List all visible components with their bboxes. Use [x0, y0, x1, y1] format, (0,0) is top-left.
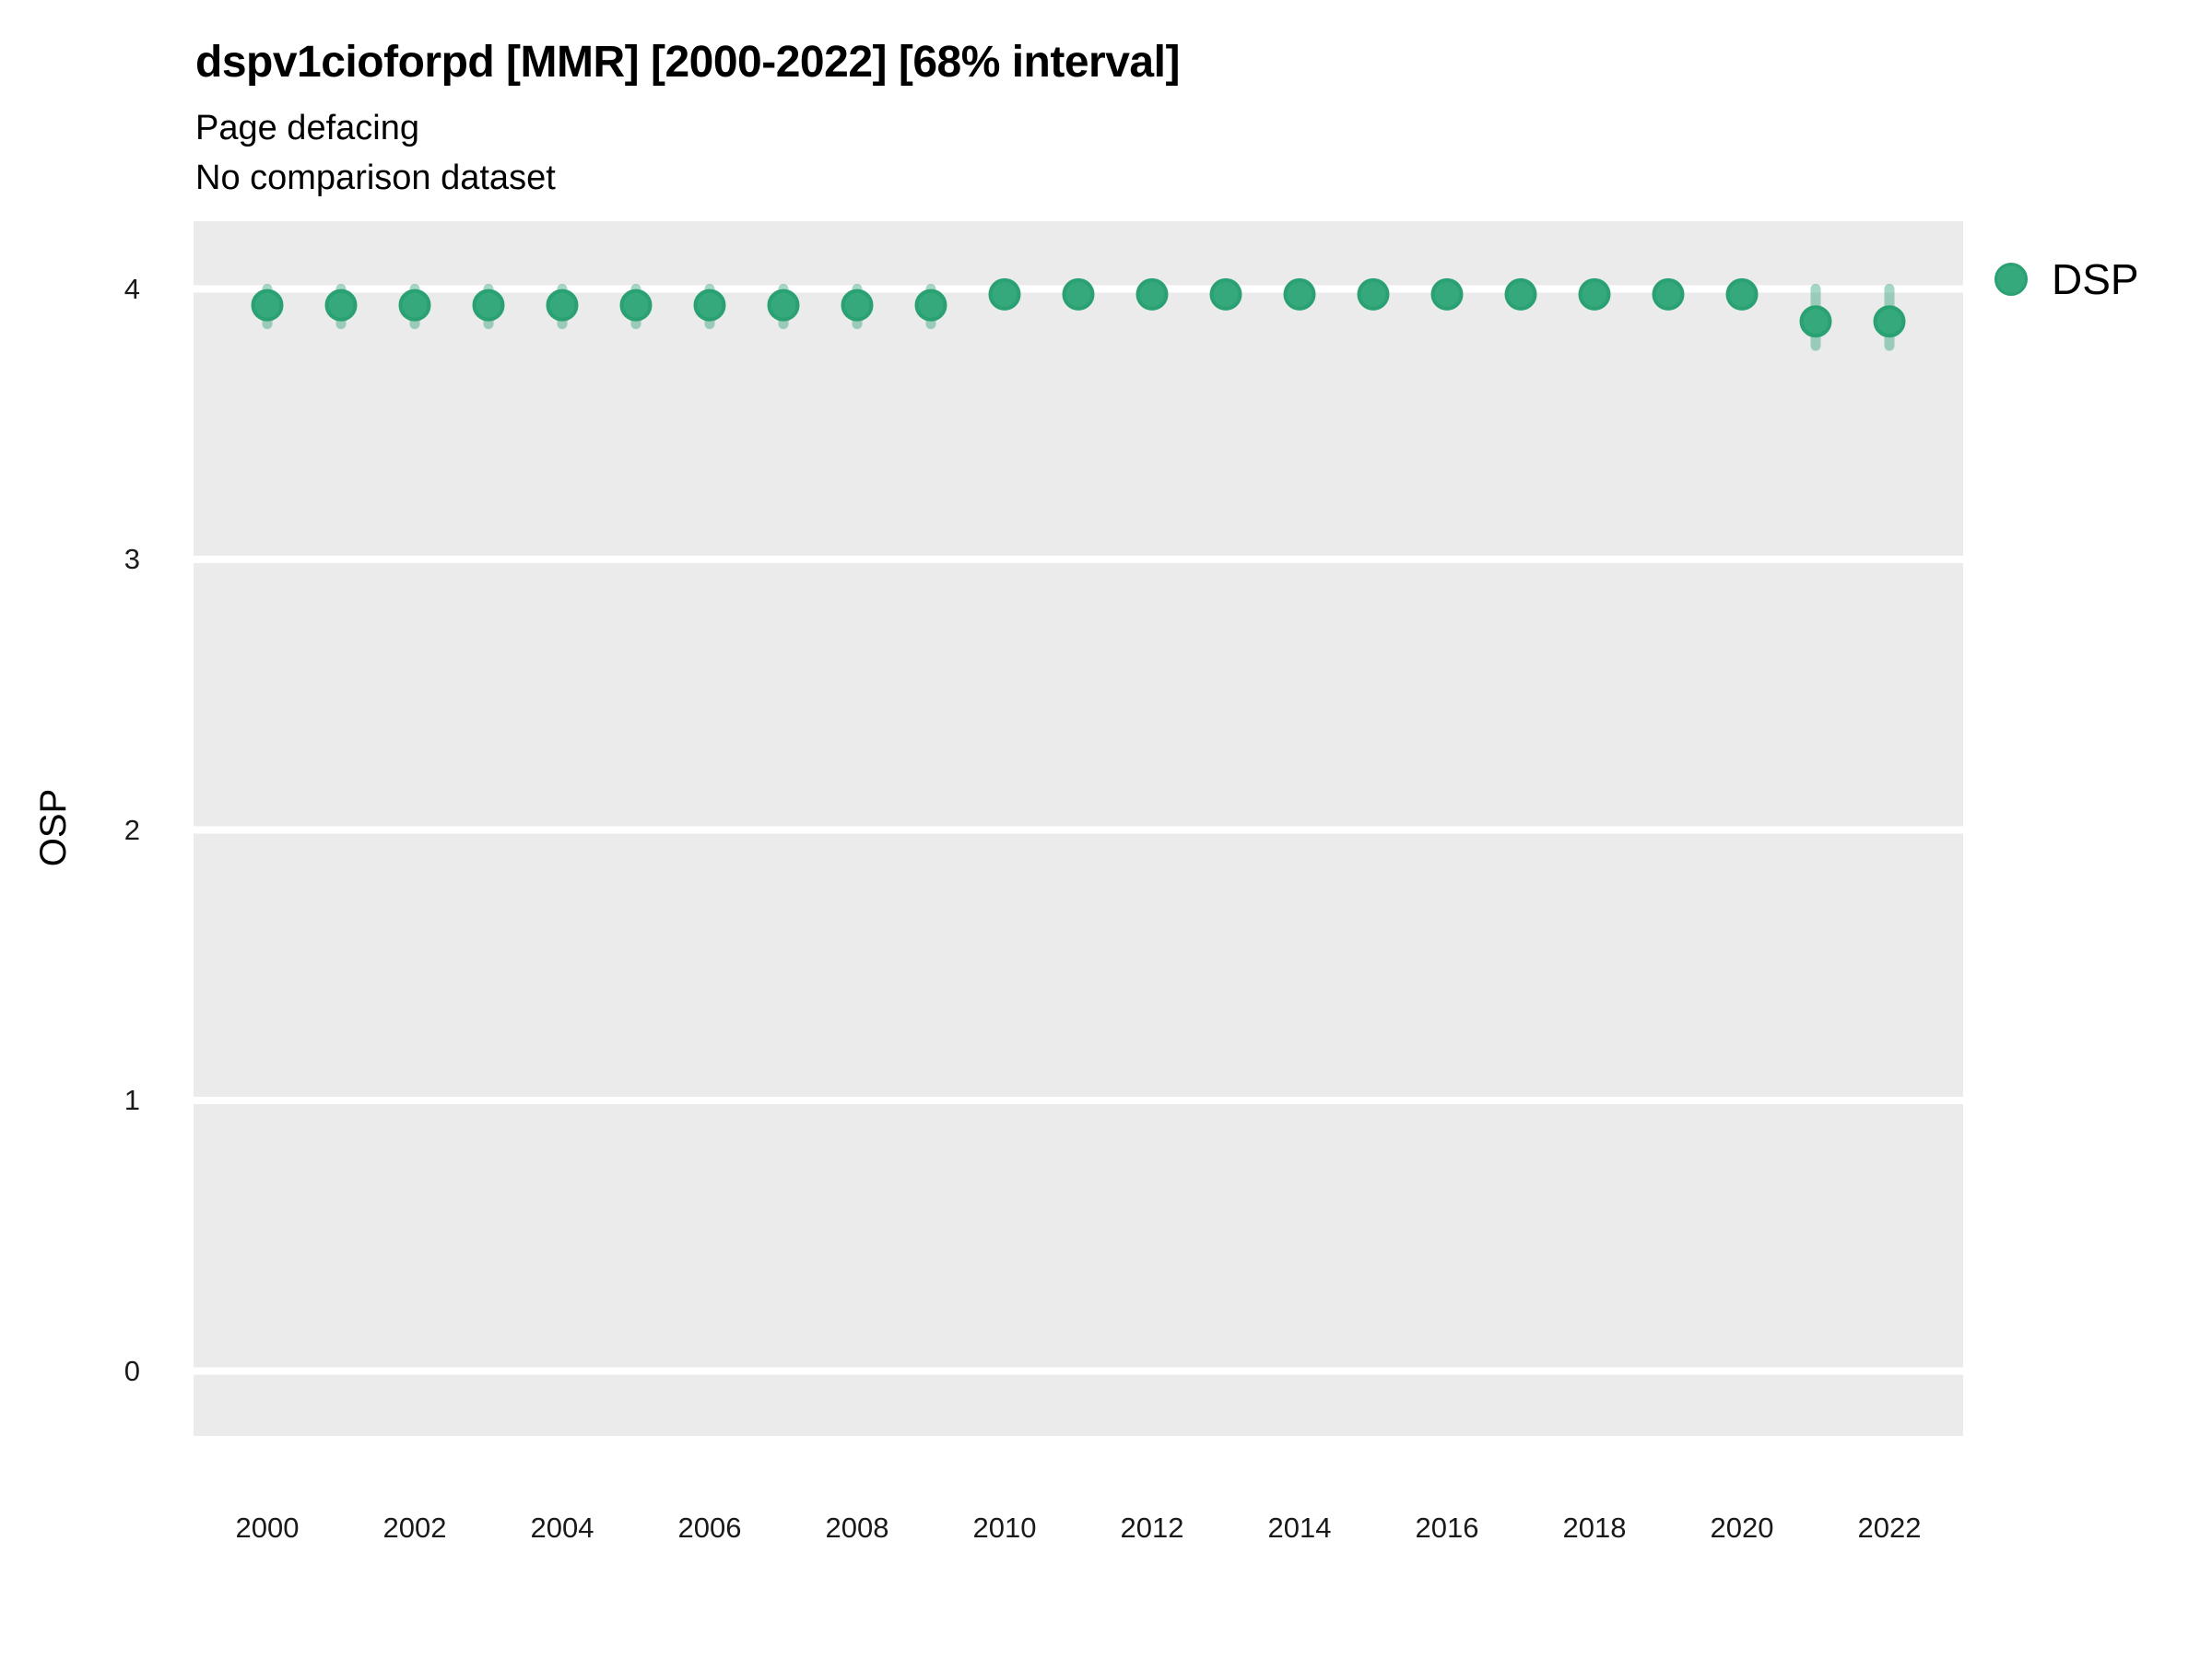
legend-item-label: DSP	[2052, 255, 2139, 303]
x-tick-label-2020: 2020	[1710, 1512, 1774, 1544]
x-tick-label-2018: 2018	[1562, 1512, 1627, 1544]
chart-comparison-note: No comparison dataset	[195, 159, 556, 197]
data-point-2015	[1357, 277, 1390, 311]
data-point-2018	[1578, 277, 1611, 311]
x-tick-label-2008: 2008	[825, 1512, 889, 1544]
x-tick-label-2010: 2010	[972, 1512, 1037, 1544]
legend: DSP	[1994, 258, 2139, 300]
x-tick-label-2022: 2022	[1857, 1512, 1922, 1544]
data-point-2014	[1283, 277, 1316, 311]
data-point-2002	[398, 288, 431, 322]
x-tick-label-2012: 2012	[1120, 1512, 1184, 1544]
x-tick-label-2006: 2006	[677, 1512, 742, 1544]
data-point-2010	[988, 277, 1021, 311]
y-tick-label-3: 3	[124, 543, 140, 575]
data-point-2006	[693, 288, 726, 322]
data-point-2020	[1725, 277, 1759, 311]
data-point-2004	[546, 288, 579, 322]
y-tick-label-2: 2	[124, 813, 140, 846]
x-tick-label-2002: 2002	[382, 1512, 447, 1544]
x-tick-label-2014: 2014	[1267, 1512, 1332, 1544]
x-tick-label-2004: 2004	[530, 1512, 594, 1544]
data-point-2013	[1209, 277, 1242, 311]
data-point-2001	[324, 288, 358, 322]
chart-title: dspv1cioforpd [MMR] [2000-2022] [68% int…	[195, 38, 1180, 87]
data-point-2012	[1135, 277, 1169, 311]
data-point-2021	[1799, 305, 1832, 338]
y-axis-title: OSP	[33, 788, 74, 867]
data-point-2009	[914, 288, 947, 322]
data-point-2017	[1504, 277, 1537, 311]
y-tick-label-4: 4	[124, 272, 140, 305]
chart-subtitle: Page defacing	[195, 109, 419, 147]
data-point-2000	[251, 288, 284, 322]
x-tick-label-2016: 2016	[1415, 1512, 1479, 1544]
legend-point-icon	[1994, 263, 2028, 296]
x-tick-label-2000: 2000	[235, 1512, 300, 1544]
data-point-2008	[841, 288, 874, 322]
data-point-2019	[1652, 277, 1685, 311]
y-tick-label-1: 1	[124, 1084, 140, 1116]
data-point-2011	[1062, 277, 1095, 311]
data-point-2016	[1430, 277, 1464, 311]
y-tick-label-0: 0	[124, 1354, 140, 1387]
data-point-2007	[767, 288, 800, 322]
data-point-2022	[1873, 305, 1906, 338]
data-point-2005	[619, 288, 653, 322]
data-point-2003	[472, 288, 505, 322]
